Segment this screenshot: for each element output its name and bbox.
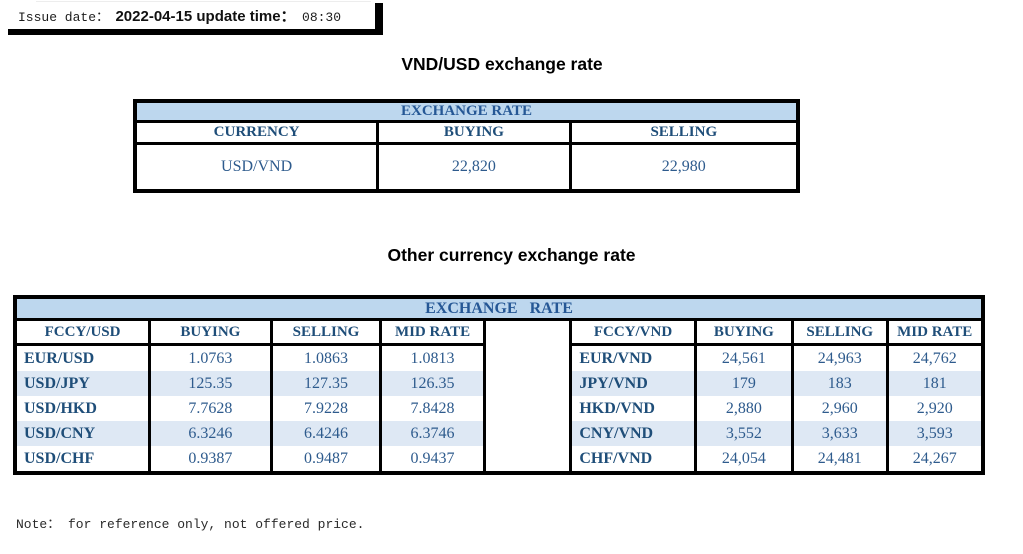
faint-top-rule [36,1,371,2]
issue-date-value: 2022-04-15 update time： [115,8,295,25]
spacer-cell [482,421,570,446]
rate-cell: 3,593 [885,421,981,446]
rate-cell: 24,481 [791,446,885,471]
table-row: USD/CHF 0.9387 0.9487 0.9437 CHF/VND 24,… [17,446,981,471]
spacer-cell [482,446,570,471]
issue-date-line: Issue date： 2022-04-15 update time： 08:3… [18,5,341,26]
rate-cell: 127.35 [269,371,380,396]
rate-cell: 3,633 [791,421,886,446]
rate-cell: 6.4246 [269,421,380,446]
column-header: FCCY/USD [17,321,149,346]
other-table-title: Other currency exchange rate [387,245,636,265]
rate-cell: 179 [693,371,792,396]
issue-date: 2022-04-15 [115,8,193,25]
usd-table-title: VND/USD exchange rate [401,54,603,74]
column-header: FCCY/VND [569,321,694,346]
rate-cell: 22,980 [568,145,796,189]
currency-pair-cell: CHF/VND [569,446,693,471]
table-band-header: EXCHANGE RATE [17,299,981,321]
rate-cell: 2,880 [693,396,791,421]
rate-cell: 2,920 [885,396,981,421]
column-header: SELLING [568,123,796,145]
corner-bar [375,3,383,29]
rate-cell: 181 [885,371,981,396]
rate-cell: 24,762 [885,346,981,371]
rate-cell: 0.9437 [379,446,482,471]
rate-cell: 24,963 [791,346,885,371]
rate-cell: 0.9387 [148,446,269,471]
column-header: BUYING [148,321,270,346]
update-time-label: update time： [196,8,296,25]
rate-cell: 7.7628 [148,396,269,421]
table-band-header: EXCHANGE RATE [137,103,796,123]
issue-date-strip: Issue date： 2022-04-15 update time： 08:3… [8,0,383,35]
column-header: MID RATE [379,321,483,346]
rate-cell: 7.9228 [269,396,380,421]
spacer-cell [482,371,570,396]
rate-cell: 1.0863 [269,346,380,371]
rate-cell: 3,552 [693,421,792,446]
rate-cell: 2,960 [791,396,885,421]
rate-cell: 24,267 [885,446,981,471]
reference-note: Note： for reference only, not offered pr… [16,517,365,532]
rate-cell: 183 [791,371,886,396]
spacer-cell [482,321,570,346]
rate-cell: 22,820 [376,145,568,189]
rate-cell: 6.3746 [379,421,483,446]
table-row: USD/CNY 6.3246 6.4246 6.3746 CNY/VND 3,5… [17,421,981,446]
currency-pair-cell: USD/CNY [17,421,149,446]
issue-date-label: Issue date： [18,10,110,25]
table-row: USD/JPY 125.35 127.35 126.35 JPY/VND 179… [17,371,981,396]
table-row: USD/HKD 7.7628 7.9228 7.8428 HKD/VND 2,8… [17,396,981,421]
column-header: CURRENCY [137,123,377,145]
currency-pair-cell: CNY/VND [569,421,694,446]
column-header: SELLING [269,321,380,346]
currency-pair-cell: USD/JPY [17,371,149,396]
column-header-row: CURRENCY BUYING SELLING [137,123,796,145]
rate-cell: 1.0813 [379,346,482,371]
table-row: EUR/USD 1.0763 1.0863 1.0813 EUR/VND 24,… [17,346,981,371]
rate-cell: 24,561 [693,346,791,371]
currency-pair-cell: USD/VND [221,158,293,175]
rate-cell: 24,054 [693,446,791,471]
rate-cell: 125.35 [148,371,270,396]
currency-pair-cell: USD/CHF [24,449,95,467]
currency-pair-cell: EUR/VND [569,346,693,371]
currency-pair-cell: HKD/VND [569,396,693,421]
rate-cell: 0.9487 [269,446,380,471]
column-header: BUYING [693,321,792,346]
currency-pair-cell: JPY/VND [569,371,694,396]
column-header-row: FCCY/USD BUYING SELLING MID RATE FCCY/VN… [17,321,981,346]
rate-cell: 126.35 [379,371,483,396]
table-row: USD/VND 22,820 22,980 [137,145,796,189]
spacer-cell [482,346,570,371]
column-header: BUYING [376,123,569,145]
update-time-value: 08:30 [302,10,342,25]
usd-vnd-rate-table: EXCHANGE RATE CURRENCY BUYING SELLING US… [133,99,800,193]
rate-cell: 7.8428 [379,396,482,421]
rate-cell: 1.0763 [148,346,269,371]
other-currency-rate-table: EXCHANGE RATE FCCY/USD BUYING SELLING MI… [13,295,985,475]
spacer-cell [482,396,570,421]
column-header: SELLING [791,321,886,346]
currency-pair-cell: USD/HKD [24,399,97,417]
rate-cell: 6.3246 [148,421,270,446]
column-header: MID RATE [885,321,981,346]
currency-pair-cell: EUR/USD [24,349,95,367]
